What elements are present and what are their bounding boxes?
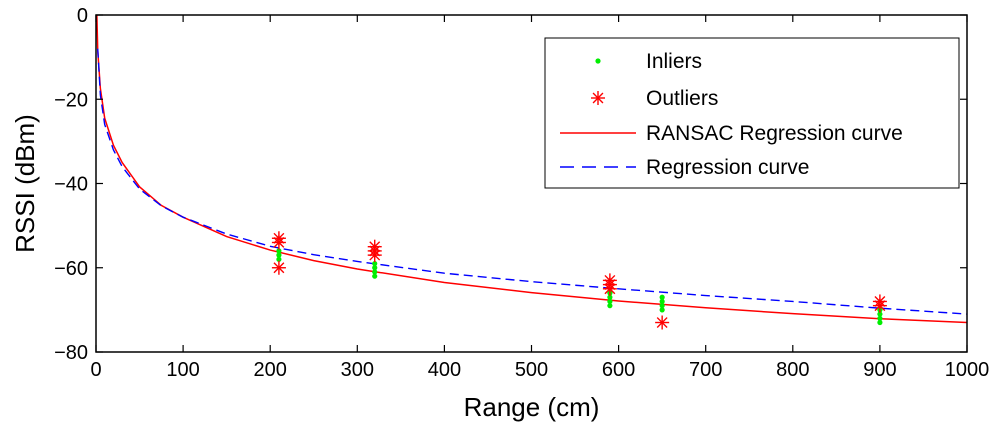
y-tick-label: −60 — [54, 258, 88, 280]
inlier-point — [607, 294, 613, 300]
inlier-point — [659, 298, 665, 305]
y-tick-label: −40 — [54, 174, 88, 196]
inlier-point — [276, 256, 282, 262]
inlier-point — [659, 303, 665, 309]
inlier-point — [372, 273, 378, 279]
asterisk-stroke — [369, 249, 381, 261]
outlier-point — [872, 298, 887, 313]
plot-marks — [96, 14, 968, 330]
inlier-point — [607, 298, 613, 305]
legend-items: Inliers Outliers RANSAC Regression curve Re… — [560, 50, 903, 179]
inlier-point — [372, 260, 378, 267]
outlier-point — [271, 260, 286, 275]
outlier-point — [367, 248, 382, 263]
inlier-point — [877, 311, 883, 317]
x-tick-label: 600 — [602, 359, 635, 381]
legend-label: Regression curve — [646, 156, 809, 179]
asterisk-stroke — [273, 237, 285, 248]
asterisk-stroke — [656, 317, 668, 328]
y-tick-label: 0 — [77, 5, 88, 27]
outlier-point — [602, 281, 617, 296]
inlier-point — [276, 252, 282, 258]
asterisk-stroke — [874, 300, 886, 312]
x-tick-label: 300 — [341, 359, 374, 381]
asterisk-stroke — [592, 92, 604, 104]
inlier-point — [877, 319, 883, 326]
legend-item: Inliers — [595, 50, 702, 73]
x-tick-label: 0 — [90, 359, 101, 381]
legend-label: Outliers — [646, 87, 718, 110]
regression-curve-line — [97, 48, 968, 315]
legend-box — [544, 37, 960, 189]
asterisk-stroke — [273, 262, 285, 274]
inlier-point — [276, 248, 282, 254]
tick-labels: 0 100 200 300 400 500 600 700 800 900 1000 0 −20 −40 −… — [54, 5, 989, 381]
legend-item: Regression curve — [560, 156, 809, 179]
legend-label: RANSAC Regression curve — [646, 122, 903, 145]
legend-label: Inliers — [646, 50, 702, 73]
x-tick-label: 900 — [863, 359, 896, 381]
x-tick-label: 200 — [254, 359, 287, 381]
legend-dot-swatch — [595, 58, 601, 64]
y-axis-title: RSSI (dBm) — [10, 114, 40, 253]
inlier-point — [372, 269, 378, 275]
ransac-curve-line — [96, 14, 968, 324]
x-tick-label: 800 — [776, 359, 809, 381]
x-tick-label: 1000 — [945, 359, 990, 381]
x-tick-label: 400 — [428, 359, 461, 381]
inlier-point — [877, 315, 883, 321]
inlier-point — [372, 265, 378, 271]
outlier-point — [655, 315, 670, 330]
legend: Inliers Outliers RANSAC Regression curve Re… — [544, 37, 960, 189]
legend-item: Outliers — [591, 87, 718, 110]
asterisk-stroke — [604, 283, 616, 295]
inlier-point — [607, 303, 613, 309]
axis-ticks — [95, 14, 968, 353]
legend-item: RANSAC Regression curve — [560, 122, 903, 145]
x-tick-label: 500 — [515, 359, 548, 381]
y-tick-label: −80 — [54, 342, 88, 364]
inlier-point — [659, 307, 665, 313]
outlier-point — [271, 235, 286, 250]
legend-asterisk-swatch — [591, 91, 605, 105]
x-tick-label: 100 — [166, 359, 199, 381]
x-axis-title: Range (cm) — [464, 392, 600, 422]
y-tick-label: −20 — [54, 89, 88, 111]
x-tick-label: 700 — [689, 359, 722, 381]
inlier-point — [659, 294, 665, 300]
